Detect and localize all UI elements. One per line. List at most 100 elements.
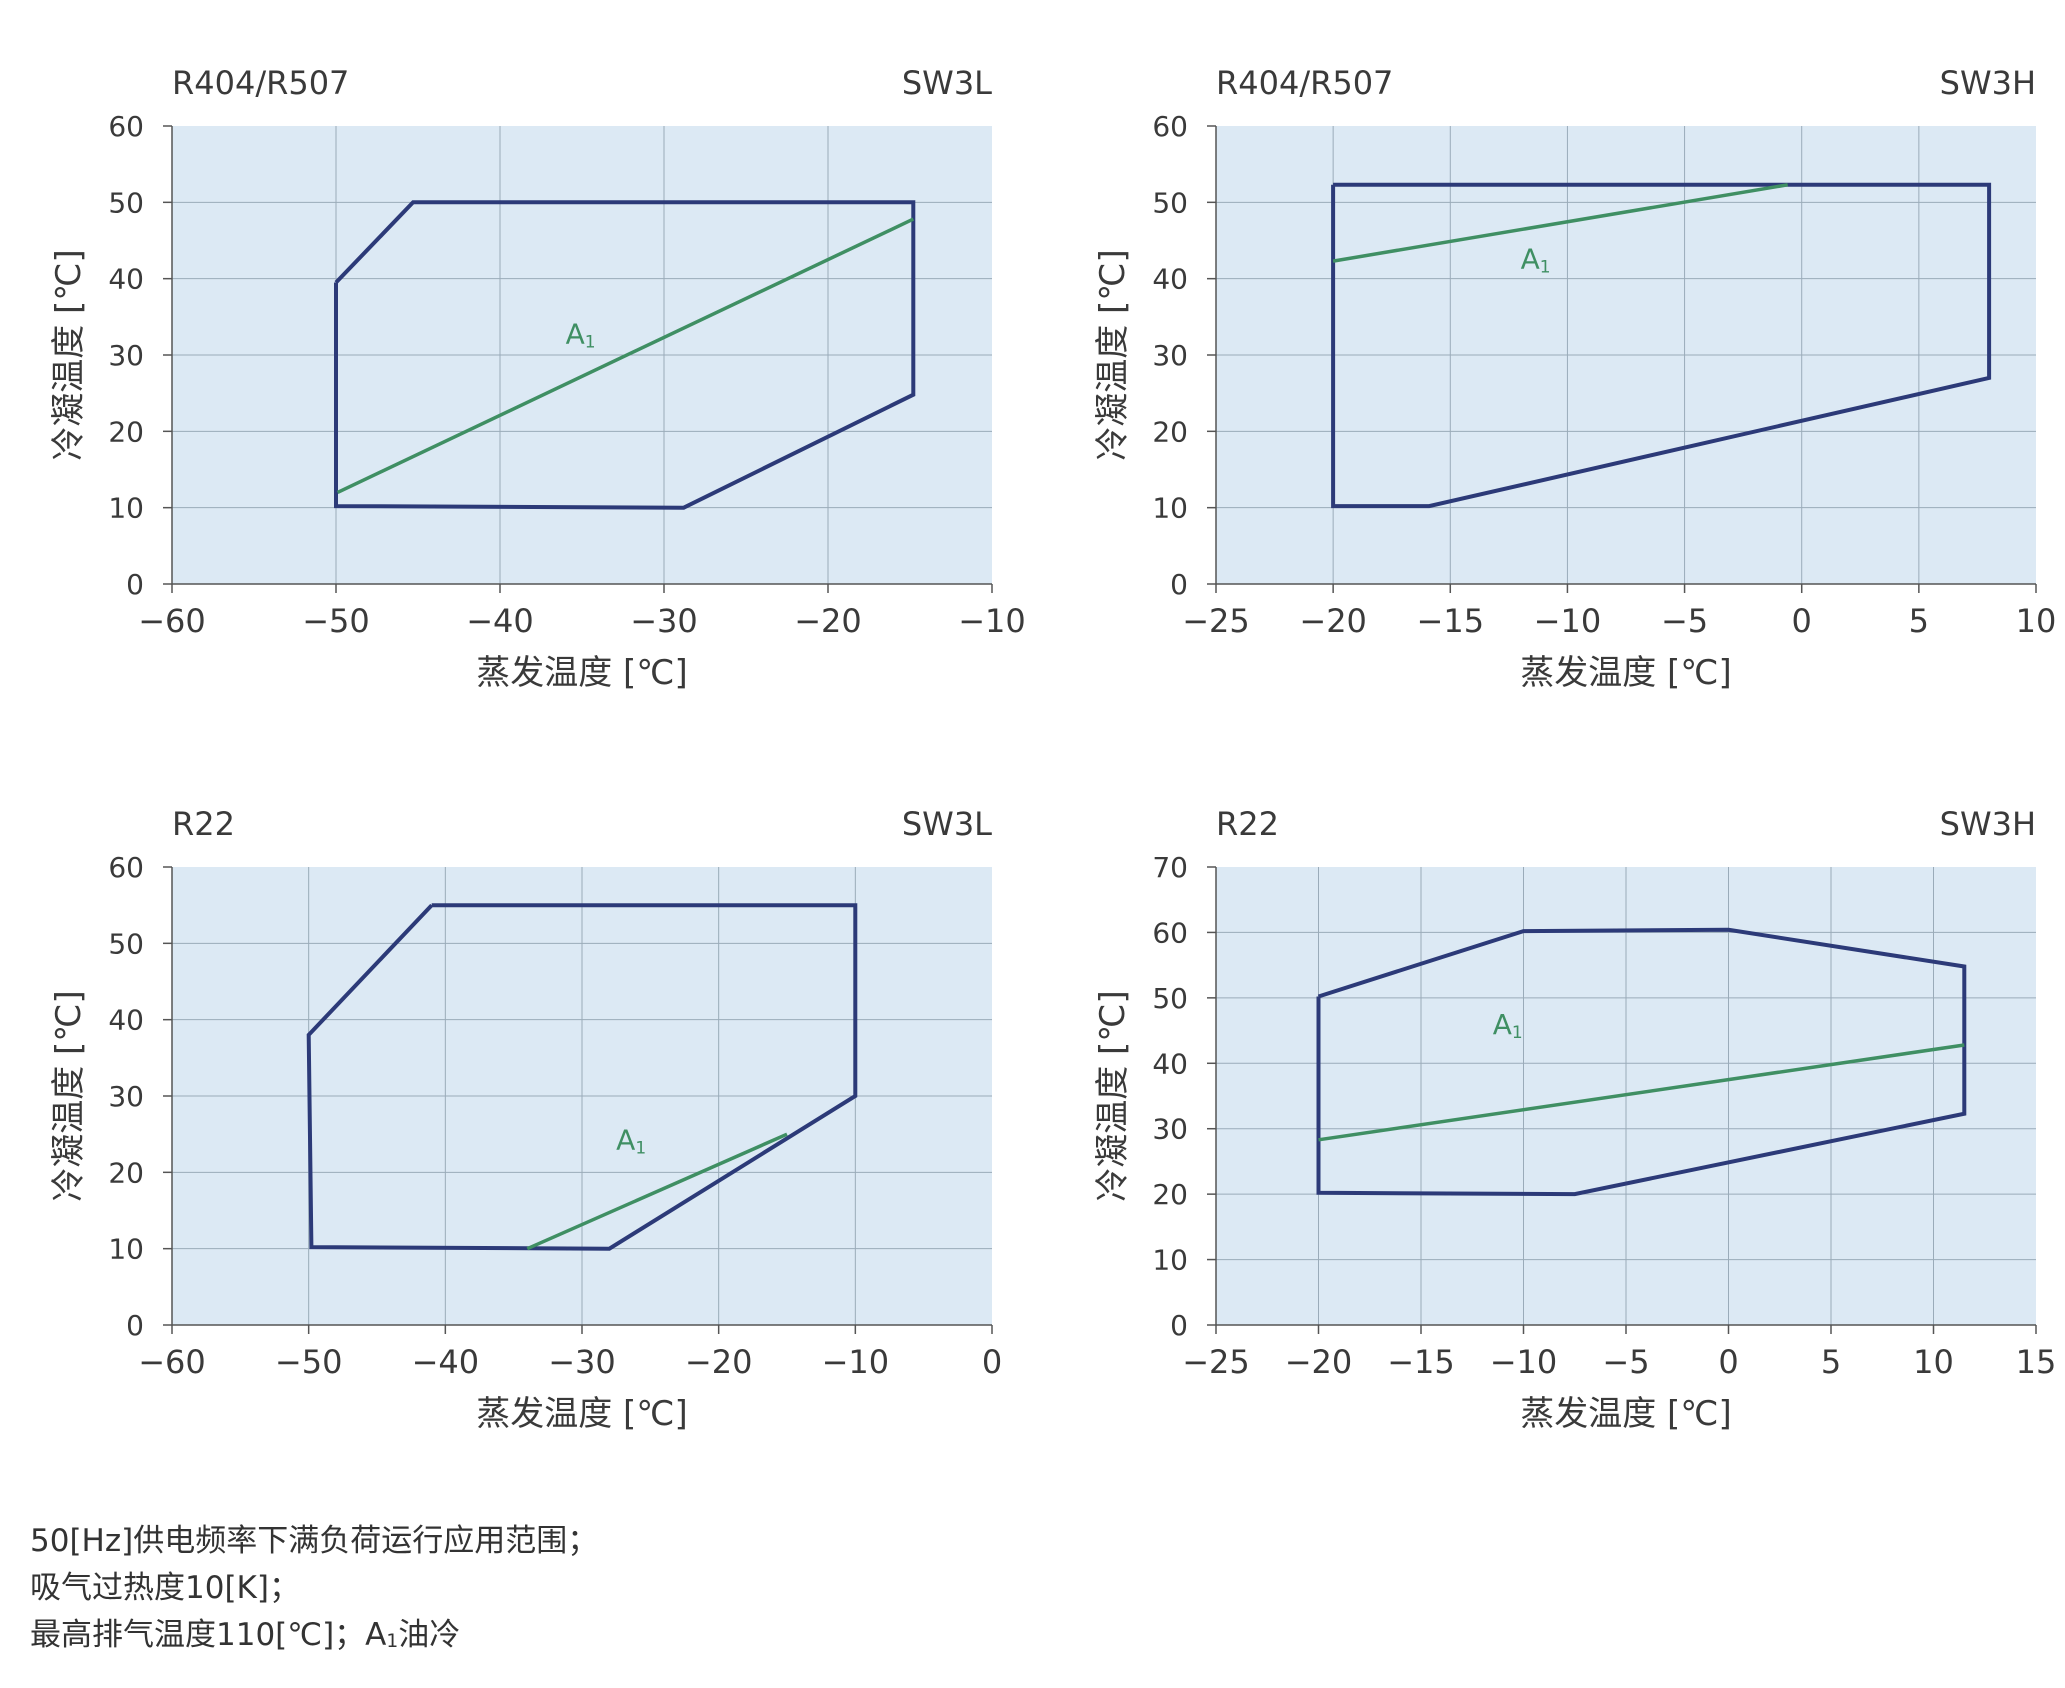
note-discharge-prefix: 最高排气温度110[℃]；A	[30, 1617, 387, 1653]
y-tick-label: 70	[1152, 851, 1188, 884]
y-tick-label: 50	[1152, 186, 1188, 219]
x-tick-label: −10	[822, 1343, 890, 1381]
x-tick-label: −40	[466, 602, 534, 640]
x-tick-label: −25	[1182, 1343, 1250, 1381]
y-tick-label: 0	[126, 1309, 144, 1342]
y-tick-label: 50	[108, 186, 144, 219]
y-tick-label: 0	[1170, 1309, 1188, 1342]
y-tick-label: 30	[108, 339, 144, 372]
y-tick-label: 40	[108, 263, 144, 296]
y-tick-label: 10	[108, 1233, 144, 1266]
a1-annotation: A1	[566, 318, 596, 353]
a1-annotation-letter: A	[616, 1123, 635, 1156]
y-tick-label: 40	[1152, 1047, 1188, 1080]
note-superheat: 吸气过热度10[K]；	[30, 1570, 300, 1606]
a1-oil-cooling-line	[336, 217, 915, 494]
y-tick-label: 60	[108, 110, 144, 143]
model-label: SW3H	[1940, 805, 2036, 843]
y-tick-label: 20	[1152, 415, 1188, 448]
note-discharge-suffix: 油冷	[398, 1617, 461, 1653]
x-tick-label: −10	[1534, 602, 1602, 640]
chart-panel-4: −25 −20 −15 −10 −5 0 5 10 15 0 10 20 30 40 50 60 70 A1 R22…	[1093, 805, 2056, 1434]
y-tick-label: 30	[108, 1080, 144, 1113]
y-tick-label: 0	[1170, 568, 1188, 601]
operating-envelope-line	[1316, 927, 1967, 1197]
model-label: SW3L	[902, 805, 992, 843]
x-tick-label: −20	[1285, 1343, 1353, 1381]
model-label: SW3L	[902, 64, 992, 102]
y-tick-label: 20	[108, 1156, 144, 1189]
refrigerant-label: R22	[1216, 805, 1279, 843]
footnotes: 50[Hz]供电频率下满负荷运行应用范围； 吸气过热度10[K]； 最高排气温度…	[30, 1518, 598, 1663]
x-tick-label: −50	[275, 1343, 343, 1381]
y-tick-label: 30	[1152, 1113, 1188, 1146]
x-tick-label: −30	[548, 1343, 616, 1381]
a1-oil-cooling-line	[526, 1132, 788, 1251]
x-tick-label: 10	[1913, 1343, 1954, 1381]
x-tick-label: −50	[302, 602, 370, 640]
x-tick-label: −15	[1417, 602, 1485, 640]
chart-panel-1: −60 −50 −40 −30 −20 −10 0 10 20 30 40 50 60 A1 R404/R5…	[49, 64, 1026, 693]
a1-annotation-subscript: 1	[1540, 258, 1551, 278]
x-tick-label: −20	[794, 602, 862, 640]
a1-annotation-letter: A	[1493, 1008, 1512, 1041]
y-tick-label: 10	[1152, 492, 1188, 525]
y-tick-label: 20	[1152, 1178, 1188, 1211]
x-tick-label: −20	[685, 1343, 753, 1381]
a1-annotation: A1	[1521, 243, 1551, 278]
x-tick-label: −20	[1299, 602, 1367, 640]
refrigerant-label: R22	[172, 805, 235, 843]
y-tick-label: 10	[108, 492, 144, 525]
x-axis-title: 蒸发温度 [℃]	[476, 653, 688, 693]
x-tick-label: 0	[1792, 602, 1812, 640]
y-axis-title: 冷凝温度 [℃]	[1093, 990, 1133, 1202]
y-tick-label: 30	[1152, 339, 1188, 372]
refrigerant-label: R404/R507	[1216, 64, 1393, 102]
x-tick-label: 10	[2016, 602, 2057, 640]
x-axis-title: 蒸发温度 [℃]	[1520, 653, 1732, 693]
x-tick-label: 15	[2016, 1343, 2057, 1381]
operating-envelope-line	[306, 903, 858, 1251]
x-tick-label: −10	[958, 602, 1026, 640]
note-discharge: 最高排气温度110[℃]；A1油冷	[30, 1612, 598, 1663]
a1-annotation-subscript: 1	[585, 333, 596, 353]
x-tick-label: 0	[982, 1343, 1002, 1381]
a1-annotation: A1	[616, 1123, 646, 1158]
operating-envelope-line	[1331, 182, 1992, 509]
chart-panel-2: −25 −20 −15 −10 −5 0 5 10 0 10 20 30 40 50 60 A1 R404/R5…	[1093, 64, 2056, 693]
refrigerant-label: R404/R507	[172, 64, 349, 102]
operating-envelope-line	[334, 200, 916, 510]
x-tick-label: 5	[1909, 602, 1929, 640]
y-axis-title: 冷凝温度 [℃]	[1093, 249, 1133, 461]
y-axis-title: 冷凝温度 [℃]	[49, 249, 89, 461]
y-tick-label: 40	[108, 1004, 144, 1037]
x-tick-label: −5	[1661, 602, 1708, 640]
a1-annotation-subscript: 1	[635, 1138, 646, 1158]
a1-oil-cooling-line	[1332, 183, 1788, 263]
x-axis-title: 蒸发温度 [℃]	[476, 1394, 688, 1434]
y-tick-label: 20	[108, 415, 144, 448]
x-tick-label: −5	[1602, 1343, 1649, 1381]
x-tick-label: −30	[630, 602, 698, 640]
x-tick-label: −10	[1490, 1343, 1558, 1381]
x-tick-label: 5	[1821, 1343, 1841, 1381]
chart-panel-3: −60 −50 −40 −30 −20 −10 0 0 10 20 30 40 50 60 A1 R22 SW3…	[49, 805, 1002, 1434]
x-tick-label: −25	[1182, 602, 1250, 640]
x-tick-label: −60	[138, 1343, 206, 1381]
x-tick-label: −15	[1387, 1343, 1455, 1381]
y-tick-label: 60	[1152, 110, 1188, 143]
y-tick-label: 50	[1152, 982, 1188, 1015]
y-tick-label: 50	[108, 927, 144, 960]
a1-oil-cooling-line	[1318, 1043, 1965, 1142]
x-tick-label: −40	[412, 1343, 480, 1381]
y-tick-label: 0	[126, 568, 144, 601]
model-label: SW3H	[1940, 64, 2036, 102]
note-frequency: 50[Hz]供电频率下满负荷运行应用范围；	[30, 1523, 599, 1559]
y-tick-label: 60	[1152, 916, 1188, 949]
note-discharge-sub: 1	[386, 1630, 399, 1652]
a1-annotation-letter: A	[566, 318, 585, 351]
x-tick-label: −60	[138, 602, 206, 640]
y-axis-title: 冷凝温度 [℃]	[49, 990, 89, 1202]
y-tick-label: 10	[1152, 1244, 1188, 1277]
y-tick-label: 40	[1152, 263, 1188, 296]
